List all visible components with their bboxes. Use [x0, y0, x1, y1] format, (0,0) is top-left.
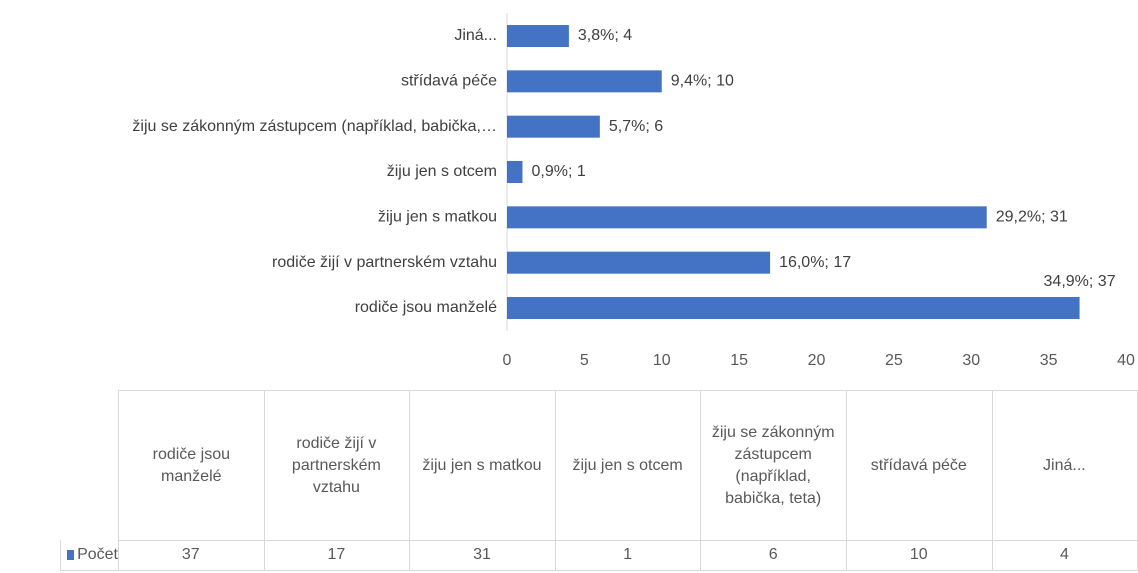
- y-tick-label: rodiče jsou manželé: [355, 299, 497, 316]
- x-tick-label: 20: [808, 352, 826, 369]
- bar: [507, 70, 662, 93]
- data-label: 34,9%; 37: [1044, 273, 1116, 290]
- x-tick-label: 35: [1040, 352, 1058, 369]
- chart: 0 5 10 15 20 25 30 35 40 rodiče jsou manželé 34,9%…: [132, 13, 1135, 369]
- y-tick-label: rodiče žijí v partnerském vztahu: [272, 254, 497, 271]
- data-label: 3,8%; 4: [578, 27, 632, 44]
- table-value: 31: [409, 540, 556, 571]
- table-header: rodiče jsou manželé: [118, 390, 265, 541]
- x-tick-label: 5: [580, 352, 589, 369]
- x-tick-label: 10: [653, 352, 671, 369]
- table-legend: Počet: [60, 540, 119, 571]
- legend-key: [67, 550, 75, 560]
- y-tick-label: žiju se zákonným zástupcem (například, b…: [132, 118, 497, 135]
- table-header: střídavá péče: [846, 390, 993, 541]
- bar: [507, 206, 987, 229]
- data-label: 5,7%; 6: [609, 118, 663, 135]
- bar: [507, 161, 523, 184]
- data-label: 9,4%; 10: [671, 73, 734, 90]
- table-header: Jiná...: [991, 390, 1138, 541]
- x-tick-label: 0: [503, 352, 512, 369]
- bar: [507, 251, 771, 274]
- data-label: 29,2%; 31: [996, 209, 1068, 226]
- table-value: 10: [846, 540, 993, 571]
- y-tick-label: žiju jen s matkou: [378, 209, 497, 226]
- bar: [507, 115, 600, 138]
- data-label: 0,9%; 1: [531, 163, 585, 180]
- table-value: 17: [263, 540, 411, 571]
- x-tick-label: 40: [1117, 352, 1135, 369]
- x-tick-label: 25: [885, 352, 903, 369]
- y-tick-label: střídavá péče: [401, 73, 497, 90]
- y-tick-label: žiju jen s otcem: [387, 163, 497, 180]
- table-value: 4: [991, 540, 1138, 571]
- table-value: 1: [554, 540, 702, 571]
- table-header: žiju jen s matkou: [409, 390, 556, 541]
- y-tick-label: Jiná...: [454, 27, 497, 44]
- table-header: rodiče žijí v partnerském vztahu: [263, 390, 411, 541]
- bar: [507, 297, 1080, 319]
- table-value: 6: [700, 540, 847, 571]
- x-tick-label: 15: [730, 352, 748, 369]
- table-header: žiju jen s otcem: [554, 390, 702, 541]
- bar: [507, 25, 569, 48]
- table-value: 37: [118, 540, 265, 571]
- table-header: žiju se zákonným zástupcem (například, b…: [700, 390, 847, 541]
- legend-label: Počet: [77, 546, 118, 563]
- data-label: 16,0%; 17: [779, 254, 851, 271]
- x-tick-label: 30: [962, 352, 980, 369]
